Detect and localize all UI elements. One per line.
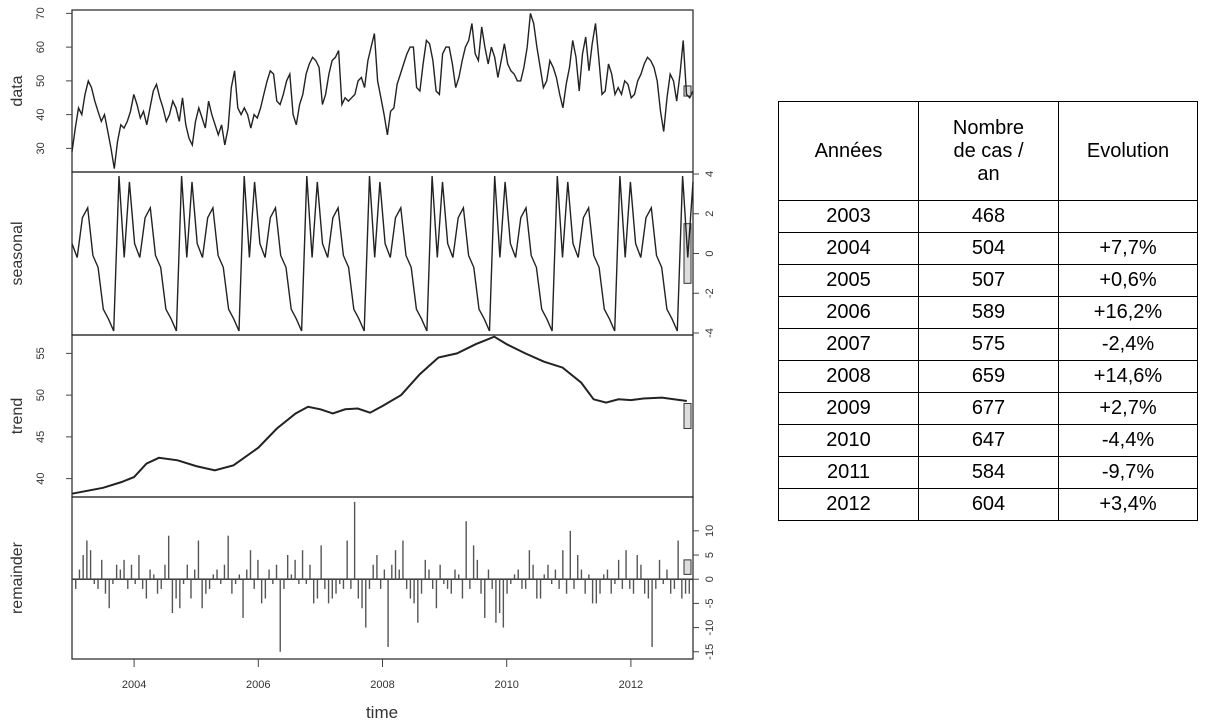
- cell-cases: 507: [918, 264, 1059, 297]
- table-row: 2007 575 -2,4%: [778, 328, 1198, 361]
- panel-frame: [71, 334, 694, 498]
- scale-bar: [683, 402, 692, 430]
- panel-label-seasonal: seasonal: [9, 221, 26, 285]
- y-tick-label: 40: [35, 473, 47, 485]
- panel-data: [66, 9, 694, 173]
- panel-frame: [71, 9, 694, 173]
- y-tick-label: -2: [704, 288, 716, 298]
- x-tick-label: 2004: [122, 679, 146, 691]
- table-row: 2012 604 +3,4%: [778, 488, 1198, 521]
- cell-cases: 504: [918, 232, 1059, 265]
- y-tick-label: 10: [704, 525, 716, 537]
- y-tick-label: 40: [35, 109, 47, 121]
- cell-cases: 575: [918, 328, 1059, 361]
- y-tick-label: 50: [35, 389, 47, 401]
- cell-year: 2003: [778, 200, 919, 233]
- y-tick-label: 70: [35, 7, 47, 19]
- table-row: 2005 507 +0,6%: [778, 264, 1198, 297]
- y-tick-label: 4: [704, 171, 716, 177]
- cell-evolution: -4,4%: [1058, 424, 1198, 457]
- cell-evolution: +3,4%: [1058, 488, 1198, 521]
- table-row: 2011 584 -9,7%: [778, 456, 1198, 489]
- table-row: 2010 647 -4,4%: [778, 424, 1198, 457]
- header-cases: Nombre de cas / an: [918, 101, 1059, 201]
- table-row: 2003 468: [778, 200, 1198, 233]
- panel-seasonal: [71, 171, 699, 336]
- y-tick-label: 0: [704, 250, 716, 256]
- y-tick-label: 60: [35, 41, 47, 53]
- cell-evolution: -9,7%: [1058, 456, 1198, 489]
- panel-remainder: [71, 496, 699, 660]
- cell-evolution: -2,4%: [1058, 328, 1198, 361]
- cell-cases: 659: [918, 360, 1059, 393]
- cell-evolution: +2,7%: [1058, 392, 1198, 425]
- cell-evolution: +14,6%: [1058, 360, 1198, 393]
- table-header-row: Années Nombre de cas / an Evolution: [778, 101, 1198, 201]
- cell-cases: 584: [918, 456, 1059, 489]
- y-tick-label: 2: [704, 211, 716, 217]
- trend-line: [71, 335, 687, 495]
- cell-cases: 647: [918, 424, 1059, 457]
- y-tick-label: -5: [704, 598, 716, 608]
- y-tick-label: -10: [704, 620, 716, 636]
- cell-evolution: +16,2%: [1058, 296, 1198, 329]
- y-tick-label: -15: [704, 644, 716, 660]
- panel-trend: [66, 334, 694, 498]
- data-line: [71, 13, 694, 169]
- cell-year: 2005: [778, 264, 919, 297]
- table-row: 2008 659 +14,6%: [778, 360, 1198, 393]
- cell-year: 2008: [778, 360, 919, 393]
- table-row: 2004 504 +7,7%: [778, 232, 1198, 265]
- cell-year: 2007: [778, 328, 919, 361]
- y-tick-label: 50: [35, 75, 47, 87]
- cell-cases: 677: [918, 392, 1059, 425]
- cell-year: 2004: [778, 232, 919, 265]
- y-tick-label: 0: [704, 576, 716, 582]
- cell-cases: 604: [918, 488, 1059, 521]
- table-row: 2006 589 +16,2%: [778, 296, 1198, 329]
- cell-evolution: [1058, 200, 1198, 233]
- x-tick-label: 2010: [494, 679, 518, 691]
- panel-label-trend: trend: [9, 398, 26, 434]
- panel-frame: [71, 171, 694, 336]
- cell-year: 2006: [778, 296, 919, 329]
- x-tick-label: 2006: [246, 679, 270, 691]
- y-tick-label: 30: [35, 142, 47, 154]
- cell-evolution: +7,7%: [1058, 232, 1198, 265]
- panel-label-data: data: [9, 75, 26, 106]
- cell-year: 2012: [778, 488, 919, 521]
- x-axis-label: time: [366, 703, 398, 722]
- y-tick-label: -4: [704, 328, 716, 338]
- y-tick-label: 45: [35, 431, 47, 443]
- header-evolution: Evolution: [1058, 101, 1198, 201]
- scale-bar: [683, 559, 692, 575]
- y-tick-label: 5: [704, 552, 716, 558]
- seasonal-line: [71, 175, 694, 332]
- table-row: 2009 677 +2,7%: [778, 392, 1198, 425]
- panel-label-remainder: remainder: [9, 541, 26, 614]
- cell-year: 2010: [778, 424, 919, 457]
- cases-table: Années Nombre de cas / an Evolution 2003…: [778, 101, 1198, 521]
- header-years: Années: [778, 101, 919, 201]
- cell-evolution: +0,6%: [1058, 264, 1198, 297]
- cell-year: 2009: [778, 392, 919, 425]
- stl-decomposition-chart: data3040506070seasonal-4-2024trend404550…: [9, 7, 716, 722]
- cell-year: 2011: [778, 456, 919, 489]
- cell-cases: 468: [918, 200, 1059, 233]
- y-tick-label: 55: [35, 347, 47, 359]
- cell-cases: 589: [918, 296, 1059, 329]
- x-tick-label: 2008: [370, 679, 394, 691]
- x-tick-label: 2012: [619, 679, 643, 691]
